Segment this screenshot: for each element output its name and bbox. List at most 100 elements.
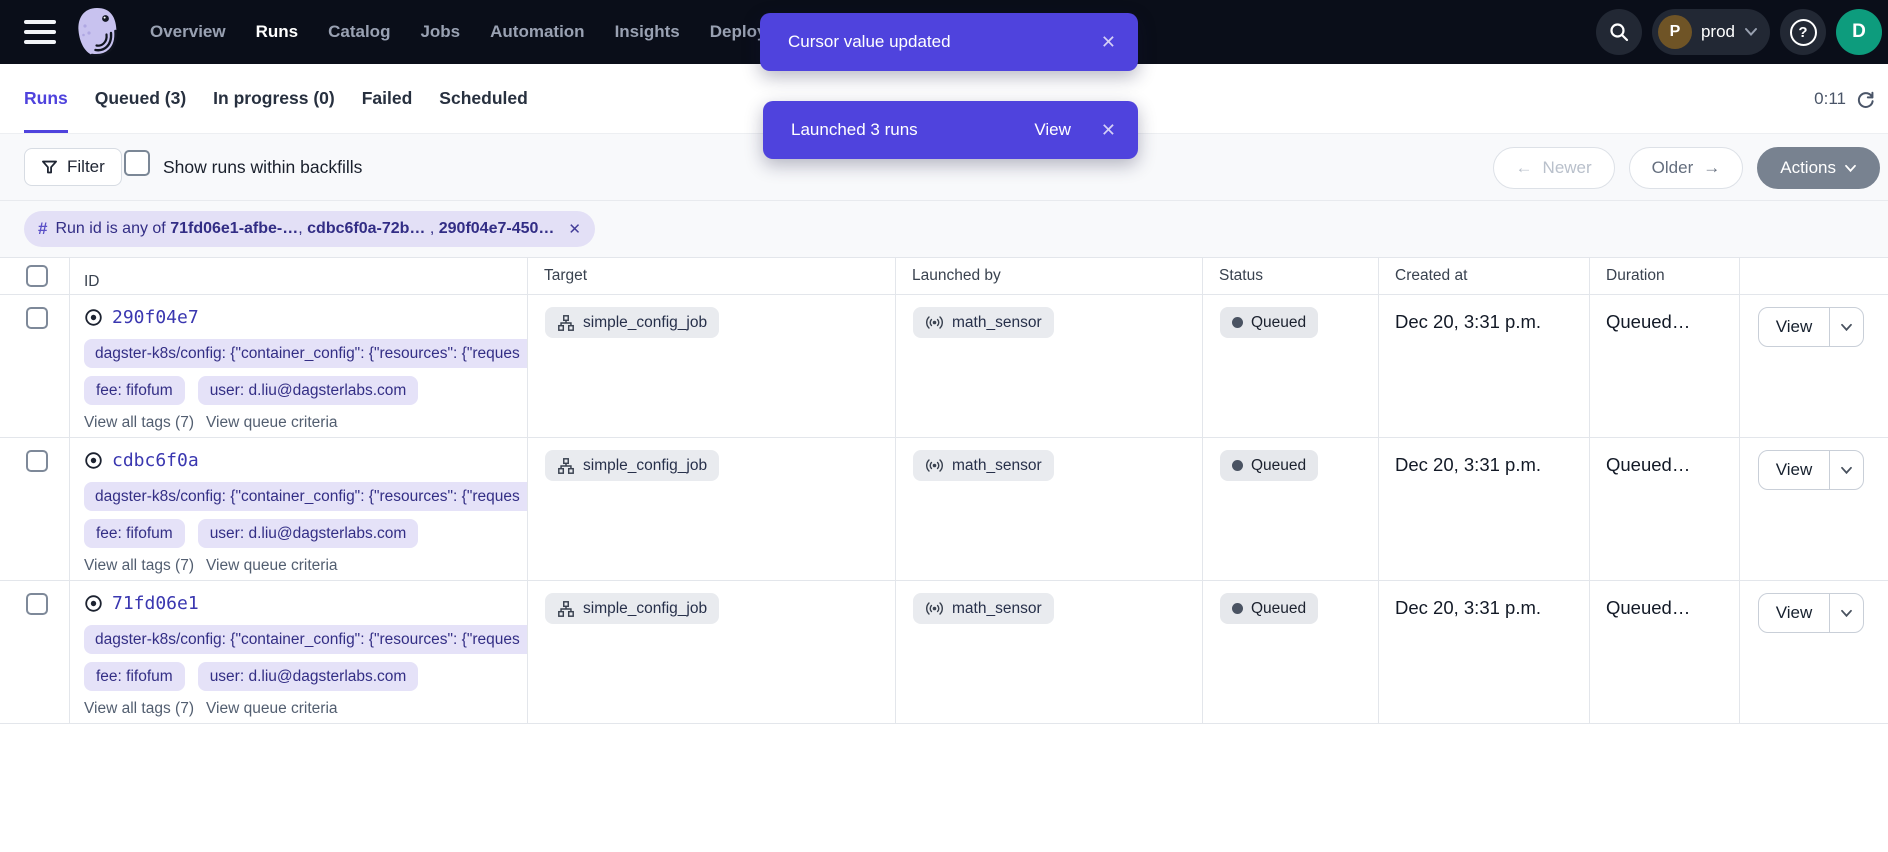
target-job-pill[interactable]: simple_config_job [545,307,720,338]
menu-icon[interactable] [24,20,56,44]
target-job-name: simple_config_job [583,456,708,474]
nav-item-automation[interactable]: Automation [490,22,585,41]
nav-item-jobs[interactable]: Jobs [420,22,461,41]
tab-runs[interactable]: Runs [24,64,68,133]
tag-user[interactable]: user: d.liu@dagsterlabs.com [197,662,419,691]
tag-k8s-config[interactable]: dagster-k8s/config: {"container_config":… [84,482,527,511]
tag-k8s-config[interactable]: dagster-k8s/config: {"container_config":… [84,339,527,368]
nav-item-runs[interactable]: Runs [255,22,299,41]
search-button[interactable] [1595,9,1642,55]
show-backfills-label[interactable]: Show runs within backfills [163,157,363,177]
tab-in-progress[interactable]: In progress (0) [213,87,335,108]
arrow-right-icon: → [1703,158,1721,177]
view-queue-criteria-link[interactable]: View queue criteria [205,700,338,717]
runs-table: ID Target Launched by Status Created at … [0,257,1888,724]
refresh-icon[interactable] [1855,89,1876,110]
tag-fee[interactable]: fee: fifofum [84,662,185,691]
tab-queued[interactable]: Queued (3) [94,87,187,108]
tab-scheduled[interactable]: Scheduled [439,87,528,108]
launched-by-name: math_sensor [952,313,1042,331]
toast-message: Cursor value updated [788,32,951,51]
launched-by-pill[interactable]: math_sensor [913,450,1054,481]
dagster-logo-icon[interactable] [68,3,126,61]
tag-user[interactable]: user: d.liu@dagsterlabs.com [197,376,419,405]
filter-button[interactable]: Filter [24,148,122,186]
run-id-link[interactable]: 71fd06e1 [112,593,199,614]
status-dot-icon [1232,460,1243,471]
run-id-filter-chip[interactable]: # Run id is any of 71fd06e1-afbe-…, cdbc… [24,210,595,247]
view-button-group: View [1758,450,1864,490]
view-dropdown-button[interactable] [1829,308,1863,346]
launched-by-pill[interactable]: math_sensor [913,593,1054,624]
search-icon [1610,23,1629,42]
nav-item-catalog[interactable]: Catalog [328,22,391,41]
row-checkbox[interactable] [26,450,48,472]
show-backfills-checkbox[interactable] [124,150,150,176]
target-job-pill[interactable]: simple_config_job [545,593,720,624]
view-all-tags-link[interactable]: View all tags (7) [84,414,194,431]
header-duration: Duration [1590,258,1740,294]
help-icon: ? [1789,18,1817,46]
created-at-value: Dec 20, 3:31 p.m. [1395,454,1542,475]
chevron-down-icon [1845,164,1856,172]
view-all-tags-link[interactable]: View all tags (7) [84,557,194,574]
header-id: ID [70,258,528,294]
workspace-name: prod [1700,22,1735,41]
tag-k8s-config[interactable]: dagster-k8s/config: {"container_config":… [84,625,527,654]
status-label: Queued [1251,456,1307,474]
launched-by-name: math_sensor [952,599,1042,617]
status-badge: Queued [1220,450,1319,481]
arrow-left-icon: ← [1515,158,1533,177]
help-button[interactable]: ? [1780,9,1826,55]
view-queue-criteria-link[interactable]: View queue criteria [205,414,338,431]
view-button[interactable]: View [1775,603,1813,622]
header-launched-by: Launched by [896,258,1203,294]
filter-button-label: Filter [67,157,105,176]
job-icon [558,457,574,474]
tag-user[interactable]: user: d.liu@dagsterlabs.com [197,519,419,548]
newer-button[interactable]: ← Newer [1492,147,1615,189]
user-avatar[interactable]: D [1836,9,1882,55]
view-dropdown-button[interactable] [1829,594,1863,632]
select-all-checkbox[interactable] [26,265,48,287]
close-icon[interactable]: ✕ [1100,119,1116,140]
filter-chip-text: Run id is any of 71fd06e1-afbe-…, cdbc6f… [55,219,555,237]
remove-filter-icon[interactable]: ✕ [568,220,581,238]
toast-view-link[interactable]: View [1034,120,1071,139]
table-row: 71fd06e1 dagster-k8s/config: {"container… [0,581,1888,724]
view-dropdown-button[interactable] [1829,451,1863,489]
nav-item-insights[interactable]: Insights [614,22,680,41]
launched-by-pill[interactable]: math_sensor [913,307,1054,338]
run-id-link[interactable]: 290f04e7 [112,307,199,328]
job-icon [558,600,574,617]
view-button-group: View [1758,593,1864,633]
status-dot-icon [1232,603,1243,614]
view-all-tags-link[interactable]: View all tags (7) [84,700,194,717]
header-created-at: Created at [1379,258,1590,294]
header-status: Status [1203,258,1379,294]
older-button[interactable]: Older → [1628,147,1744,189]
status-label: Queued [1251,313,1307,331]
status-badge: Queued [1220,593,1319,624]
created-at-value: Dec 20, 3:31 p.m. [1395,597,1542,618]
run-id-link[interactable]: cdbc6f0a [112,450,199,471]
toast-launched-runs: Launched 3 runs View ✕ [763,101,1138,159]
duration-value: Queued… [1606,311,1691,332]
tag-fee[interactable]: fee: fifofum [84,376,185,405]
header-target: Target [528,258,896,294]
tab-failed[interactable]: Failed [361,87,413,108]
actions-button[interactable]: Actions [1757,147,1880,189]
workspace-avatar: P [1657,15,1692,49]
row-checkbox[interactable] [26,593,48,615]
status-label: Queued [1251,599,1307,617]
launched-by-name: math_sensor [952,456,1042,474]
view-button[interactable]: View [1775,317,1813,336]
close-icon[interactable]: ✕ [1100,31,1116,52]
view-button[interactable]: View [1775,460,1813,479]
nav-item-overview[interactable]: Overview [150,22,226,41]
view-queue-criteria-link[interactable]: View queue criteria [205,557,338,574]
tag-fee[interactable]: fee: fifofum [84,519,185,548]
target-job-pill[interactable]: simple_config_job [545,450,720,481]
workspace-switcher[interactable]: P prod [1651,9,1770,55]
row-checkbox[interactable] [26,307,48,329]
